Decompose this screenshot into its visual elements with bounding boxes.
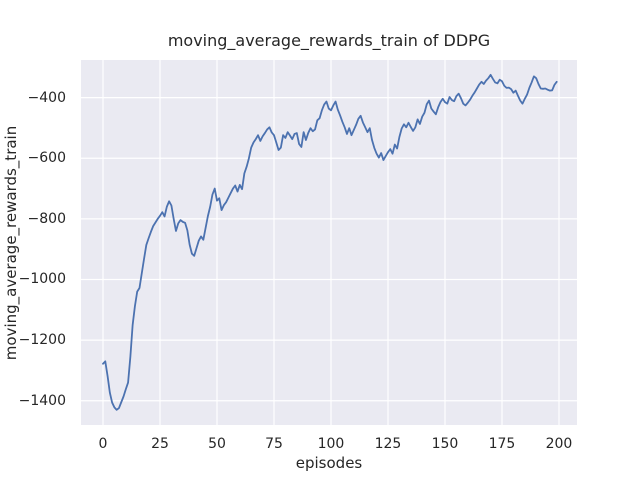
- line-chart-svg: [81, 60, 577, 425]
- y-tick-label: −1400: [18, 392, 66, 409]
- x-tick-label: 175: [488, 436, 516, 452]
- x-axis-label: episodes: [295, 454, 363, 472]
- x-tick-label: 25: [151, 436, 169, 452]
- y-axis-label: moving_average_rewards_train: [2, 125, 20, 361]
- plot-area: [81, 60, 577, 425]
- y-tick-label: −800: [27, 210, 66, 227]
- chart-title: moving_average_rewards_train of DDPG: [167, 31, 491, 50]
- y-tick-label: −1000: [18, 271, 66, 288]
- x-tick-label: 150: [431, 436, 459, 452]
- series-line-moving_average_rewards_train: [102, 73, 558, 411]
- x-tick-label: 0: [98, 436, 108, 452]
- x-tick-label: 125: [374, 436, 402, 452]
- x-tick-label: 200: [545, 436, 573, 452]
- y-tick-label: −1200: [18, 332, 66, 349]
- x-tick-label: 100: [317, 436, 345, 452]
- x-tick-label: 75: [265, 436, 283, 452]
- x-tick-label: 50: [208, 436, 226, 452]
- y-tick-label: −400: [27, 89, 66, 106]
- y-tick-label: −600: [27, 150, 66, 167]
